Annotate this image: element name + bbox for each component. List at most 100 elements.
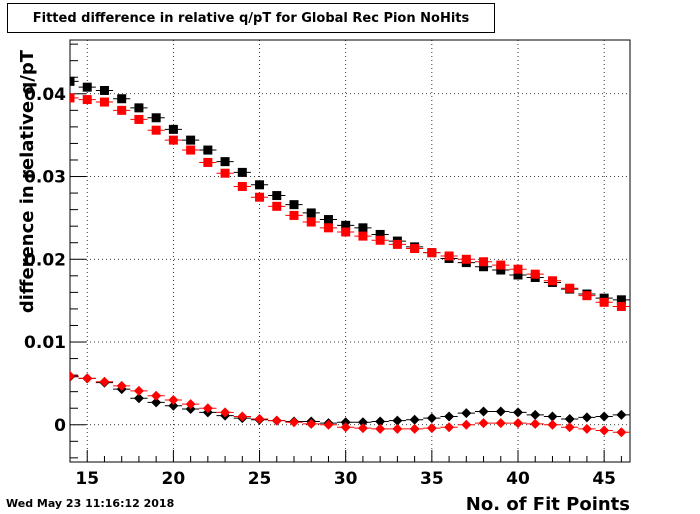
data-point-diamond [357,423,368,434]
data-point-square [375,229,385,239]
data-point-square [392,239,402,249]
data-point-diamond [461,419,472,430]
data-point-diamond [168,400,179,411]
data-point-square [599,297,609,307]
data-point-square [272,201,282,211]
data-point-square [82,82,92,92]
data-point-square [220,157,230,167]
data-point-diamond [151,397,162,408]
data-point-square [496,265,506,275]
grid [70,40,630,462]
data-point-square [220,168,230,178]
data-point-square [341,220,351,230]
data-point-diamond [133,385,144,396]
data-point-square [237,167,247,177]
data-point-diamond [70,370,75,381]
data-point-diamond [375,423,386,434]
data-point-square [547,276,557,286]
data-point-square [203,157,213,167]
data-point-diamond [495,406,506,417]
data-point-diamond [564,413,575,424]
data-point-square [186,145,196,155]
data-point-square [444,251,454,261]
data-point-diamond [340,422,351,433]
data-point-square [461,254,471,264]
data-point-square [117,94,127,104]
x-tick-label: 30 [334,469,358,489]
data-point-square [151,125,161,135]
data-point-square [410,244,420,254]
data-point-diamond [202,403,213,414]
data-point-diamond [616,427,627,438]
data-point-diamond [151,390,162,401]
data-point-diamond [599,425,610,436]
data-point-diamond [392,423,403,434]
data-point-square [70,93,75,103]
data-point-diamond [99,376,110,387]
data-point-diamond [444,411,455,422]
y-tick-label: 0.01 [24,333,66,353]
data-point-diamond [289,417,299,428]
data-point-square [513,264,523,274]
x-tick-label: 40 [506,469,530,489]
datestamp: Wed May 23 11:16:12 2018 [6,497,175,510]
data-point-diamond [530,418,541,429]
data-point-square [306,208,316,218]
data-point-square [117,105,127,115]
data-point-diamond [495,418,506,429]
data-point-diamond [168,394,179,405]
data-point-diamond [599,411,610,422]
data-point-diamond [513,418,523,429]
y-tick-label: 0.04 [24,85,66,105]
x-tick-label: 35 [420,469,444,489]
data-point-square [134,103,144,113]
data-point-square [272,191,282,201]
data-point-diamond [237,411,248,422]
data-point-diamond [547,419,558,430]
data-point-square [479,257,489,267]
data-point-square [565,283,575,293]
data-point-square [427,248,437,258]
x-tick-label: 25 [248,469,272,489]
data-point-square [358,231,368,241]
data-point-diamond [461,408,472,419]
x-axis-label: No. of Fit Points [466,494,630,514]
data-point-diamond [426,423,437,434]
chart-title: Fitted difference in relative q/pT for G… [32,10,470,26]
data-point-square [479,262,489,272]
data-point-square [203,145,213,155]
data-point-square [289,200,299,210]
data-point-square [186,135,196,145]
data-point-square [134,114,144,124]
data-point-diamond [271,415,282,426]
series-2 [70,93,630,311]
data-point-square [375,235,385,245]
y-tick-label: 0.03 [24,168,66,188]
data-point-square [99,85,109,95]
data-point-square [70,76,75,86]
data-point-diamond [375,416,386,427]
data-point-square [358,223,368,233]
chart-title-box: Fitted difference in relative q/pT for G… [7,3,495,33]
data-point-diamond [616,409,627,420]
x-tick-label: 45 [592,469,616,489]
data-point-diamond [306,418,317,429]
data-point-diamond [426,413,437,424]
series-4 [70,370,630,438]
data-point-diamond [116,380,127,391]
data-point-square [82,95,92,105]
data-point-diamond [185,399,196,410]
data-point-square [168,135,178,145]
data-point-square [255,180,265,190]
data-point-diamond [323,419,334,430]
data-point-square [341,227,351,237]
data-point-square [255,192,265,202]
data-point-square [582,291,592,301]
data-point-square [530,269,540,279]
data-point-diamond [220,407,231,418]
data-point-square [323,215,333,225]
data-point-diamond [254,413,265,424]
data-point-square [151,113,161,123]
data-point-diamond [581,423,592,434]
